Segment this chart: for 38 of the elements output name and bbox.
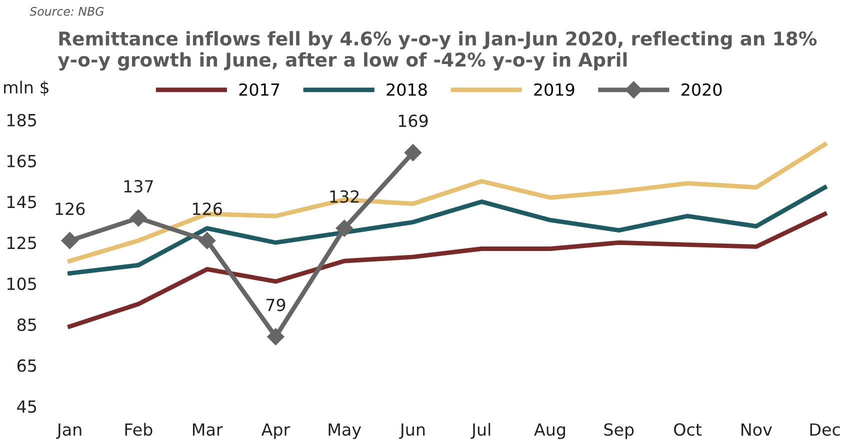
x-tick-label: Sep bbox=[604, 423, 634, 440]
y-tick-label: 145 bbox=[8, 196, 36, 208]
legend-label: 2017 bbox=[239, 83, 280, 96]
x-tick-label: Jul bbox=[470, 422, 490, 439]
point bbox=[404, 144, 422, 162]
data-label: 169 bbox=[398, 114, 428, 128]
data-label: 137 bbox=[124, 180, 153, 193]
point bbox=[130, 210, 147, 227]
x-tick-label: Feb bbox=[125, 422, 152, 436]
y-tick-label: 185 bbox=[8, 114, 36, 126]
data-label: 126 bbox=[56, 202, 85, 216]
source-note: Source: NBG bbox=[30, 6, 104, 16]
point bbox=[198, 232, 216, 250]
x-tick-label: Mar bbox=[192, 423, 223, 436]
x-tick-label: Jan bbox=[56, 423, 82, 439]
legend-label: 2020 bbox=[682, 83, 722, 96]
legend-label: 2018 bbox=[386, 83, 427, 96]
y-tick-label: 125 bbox=[8, 236, 36, 250]
legend-label: 2019 bbox=[534, 83, 574, 96]
y-tick-label: 45 bbox=[17, 400, 36, 413]
y-tick-label: 105 bbox=[8, 277, 36, 290]
data-label: 126 bbox=[193, 202, 222, 216]
point bbox=[61, 232, 78, 250]
x-tick-label: May bbox=[328, 423, 362, 440]
x-tick-label: Oct bbox=[674, 423, 702, 436]
y-tick-label: 85 bbox=[17, 318, 36, 332]
y-tick-label: 165 bbox=[8, 154, 36, 168]
y-tick-label: 65 bbox=[17, 359, 36, 372]
point bbox=[336, 220, 353, 237]
x-tick-label: Jun bbox=[399, 423, 425, 439]
x-tick-label: Dec bbox=[810, 423, 840, 436]
point bbox=[267, 328, 284, 346]
chart-title: Remittance inflows fell by 4.6% y-o-y in Jan-Jun 2020, reflecting an 18% y-o-y growth in June, after a low of -42% y-o-y in April bbox=[58, 31, 817, 71]
x-tick-label: Apr bbox=[261, 423, 290, 440]
data-label: 79 bbox=[266, 298, 286, 312]
x-tick-label: Aug bbox=[534, 423, 566, 440]
x-tick-label: Nov bbox=[742, 423, 772, 436]
y-axis-title: mln $ bbox=[4, 80, 48, 96]
